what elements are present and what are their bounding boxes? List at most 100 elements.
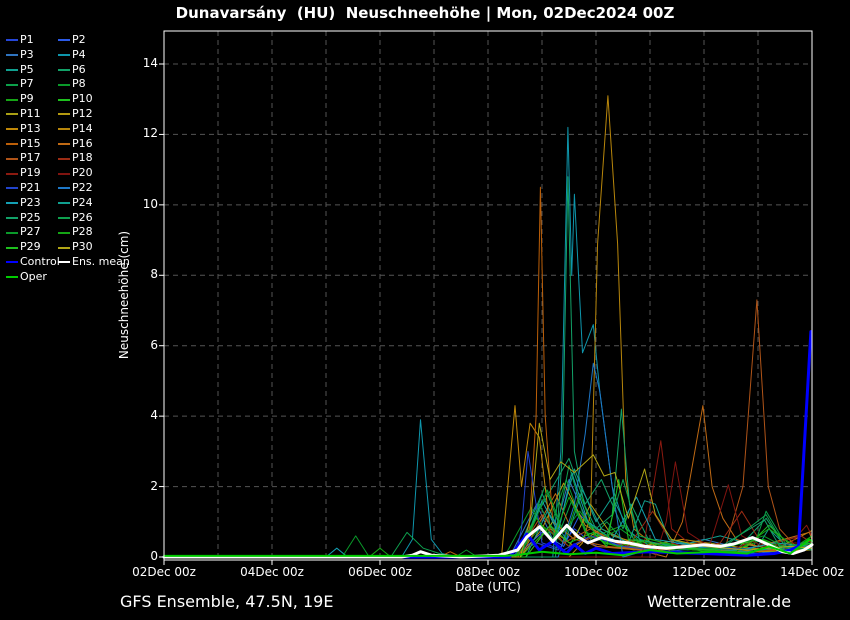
- legend-item-P7: P7: [6, 77, 58, 92]
- x-tick-label: 10Dec 00z: [564, 565, 628, 579]
- legend-label: P20: [72, 166, 93, 180]
- plot-frame: [163, 30, 813, 561]
- legend-item-P3: P3: [6, 48, 58, 63]
- legend-label: P30: [72, 240, 93, 254]
- y-tick-label: 6: [150, 337, 158, 352]
- legend-label: P10: [72, 92, 93, 106]
- series-P26: [163, 464, 813, 558]
- legend-label: P2: [72, 33, 86, 46]
- legend-item-P30: P30: [58, 240, 130, 255]
- x-tick-label: 14Dec 00z: [780, 565, 844, 579]
- legend-swatch: [6, 276, 18, 279]
- legend-item-P24: P24: [58, 196, 130, 211]
- legend-swatch: [6, 128, 18, 131]
- legend-label: P29: [20, 240, 41, 254]
- legend-item-P25: P25: [6, 211, 58, 226]
- legend-label: P6: [72, 62, 86, 76]
- legend-item-P15: P15: [6, 137, 58, 152]
- legend-item-P6: P6: [58, 63, 130, 78]
- legend-swatch: [58, 142, 70, 145]
- legend-swatch: [6, 202, 18, 205]
- legend-item-P20: P20: [58, 166, 130, 181]
- legend-item-P17: P17: [6, 151, 58, 166]
- legend-label: P15: [20, 136, 41, 150]
- legend-item-P27: P27: [6, 225, 58, 240]
- legend-label: P17: [20, 151, 41, 165]
- series-P16: [163, 405, 813, 558]
- legend-swatch: [58, 216, 70, 219]
- legend-swatch: [6, 83, 18, 86]
- legend-item-P26: P26: [58, 211, 130, 226]
- legend-swatch: [6, 246, 18, 249]
- y-tick-label: 14: [142, 56, 158, 70]
- legend-swatch: [6, 172, 18, 175]
- chart-title: Dunavarsány (HU) Neuschneehöhe | Mon, 02…: [175, 4, 675, 22]
- legend-item-P21: P21: [6, 181, 58, 196]
- legend-swatch: [6, 231, 18, 234]
- x-tick-label: 12Dec 00z: [672, 565, 736, 579]
- legend-label: P13: [20, 121, 41, 135]
- legend-label: P16: [72, 136, 93, 150]
- legend-label: P23: [20, 195, 41, 209]
- legend-item-P16: P16: [58, 137, 130, 152]
- legend-item-P8: P8: [58, 77, 130, 92]
- legend-label: P9: [20, 92, 34, 106]
- legend-swatch: [6, 113, 18, 116]
- legend-label: P24: [72, 195, 93, 209]
- legend-swatch: [6, 187, 18, 190]
- legend-swatch: [58, 83, 70, 86]
- legend-swatch: [58, 261, 70, 264]
- series-P24: [163, 489, 813, 558]
- legend-item-P13: P13: [6, 122, 58, 137]
- legend-label: Oper: [20, 269, 47, 283]
- legend-label: P4: [72, 47, 86, 61]
- legend-item-P2: P2: [58, 33, 130, 48]
- legend-swatch: [58, 68, 70, 71]
- legend-item-P4: P4: [58, 48, 130, 63]
- legend-swatch: [6, 39, 18, 42]
- legend-swatch: [58, 128, 70, 131]
- legend-swatch: [58, 54, 70, 57]
- legend-label: P14: [72, 121, 93, 135]
- legend-swatch: [58, 187, 70, 190]
- legend-label: P25: [20, 210, 41, 224]
- series-P27: [163, 489, 813, 558]
- legend-label: P28: [72, 225, 93, 239]
- legend-label: P8: [72, 77, 86, 91]
- legend-swatch: [58, 172, 70, 175]
- legend-item-P23: P23: [6, 196, 58, 211]
- legend-item-P12: P12: [58, 107, 130, 122]
- legend-item-P5: P5: [6, 63, 58, 78]
- legend-swatch: [6, 98, 18, 101]
- x-tick-label: 06Dec 00z: [348, 565, 412, 579]
- legend-swatch: [58, 231, 70, 234]
- legend-swatch: [6, 261, 18, 264]
- legend-swatch: [58, 98, 70, 101]
- legend-label: P11: [20, 106, 41, 120]
- y-tick-label: 8: [150, 267, 158, 282]
- series-P5: [163, 468, 813, 558]
- legend-swatch: [6, 157, 18, 160]
- legend-swatch: [6, 54, 18, 57]
- series-P29: [163, 479, 813, 558]
- series-P28: [163, 496, 813, 558]
- legend-item-P29: P29: [6, 240, 58, 255]
- legend-swatch: [6, 68, 18, 71]
- legend-item-P11: P11: [6, 107, 58, 122]
- legend-swatch: [58, 113, 70, 116]
- series-P14: [163, 95, 813, 558]
- series-P6: [163, 457, 813, 558]
- series-Control: [162, 330, 813, 559]
- legend-item-Control: Control: [6, 255, 60, 270]
- legend-label: P5: [20, 62, 34, 76]
- y-tick-label: 10: [142, 196, 158, 211]
- legend-label: P18: [72, 151, 93, 165]
- legend-item-P1: P1: [6, 33, 58, 48]
- legend-label: P7: [20, 77, 34, 91]
- legend-label: P3: [20, 47, 34, 61]
- x-tick-label: 04Dec 00z: [240, 565, 304, 579]
- x-axis-label: Date (UTC): [455, 580, 521, 594]
- legend-label: P22: [72, 180, 93, 194]
